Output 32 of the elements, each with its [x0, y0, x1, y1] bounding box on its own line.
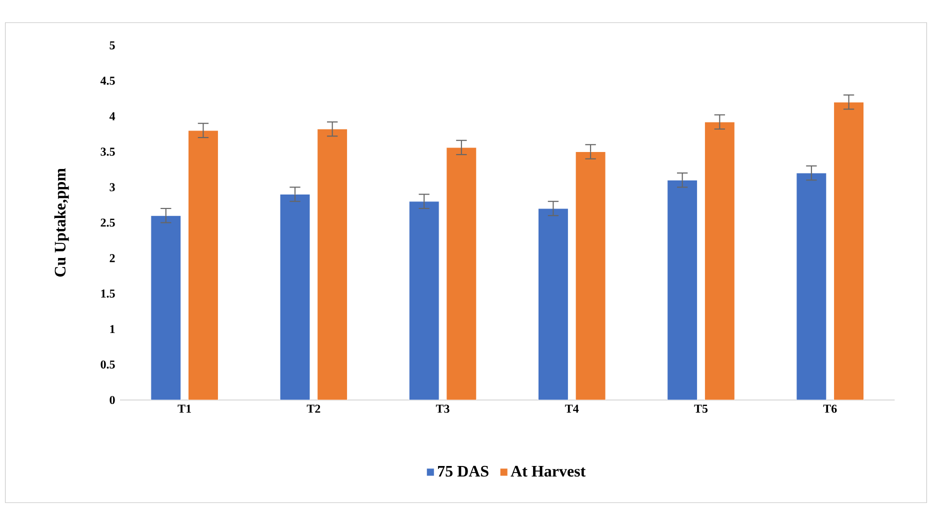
- bar: [796, 172, 827, 400]
- y-tick-label: 1.5: [101, 290, 115, 298]
- bar: [575, 151, 606, 400]
- y-tick-label: 0: [110, 396, 115, 404]
- y-tick-label: 3.5: [100, 148, 115, 156]
- bar: [538, 208, 568, 400]
- x-tick-label: T4: [565, 404, 579, 413]
- y-tick-label: 0.5: [100, 360, 115, 369]
- x-tick-label: T5: [694, 404, 708, 413]
- bar: [317, 128, 348, 400]
- y-tick-label: 5: [110, 41, 115, 50]
- bar: [446, 147, 477, 400]
- y-axis-title: Cu Uptake,ppm: [54, 168, 69, 277]
- legend-label: 75 DAS: [438, 466, 488, 477]
- bar: [667, 180, 698, 400]
- bar: [188, 130, 218, 400]
- y-tick-label: 2: [110, 254, 115, 262]
- y-tick-label: 2.5: [100, 218, 115, 227]
- bar: [150, 215, 182, 400]
- bar: [834, 102, 864, 400]
- legend-label: At Harvest: [510, 466, 586, 477]
- y-tick-label: 4: [109, 112, 116, 120]
- x-tick-label: T1: [178, 404, 191, 413]
- y-tick-label: 4.5: [100, 76, 115, 85]
- x-tick-label: T3: [436, 404, 450, 413]
- bar: [704, 122, 735, 400]
- bar: [280, 194, 310, 400]
- y-tick-label: 1: [110, 325, 115, 334]
- x-tick-label: T2: [306, 404, 320, 413]
- y-tick-label: 3: [110, 183, 115, 192]
- bar: [408, 201, 440, 400]
- x-tick-label: T6: [823, 404, 837, 413]
